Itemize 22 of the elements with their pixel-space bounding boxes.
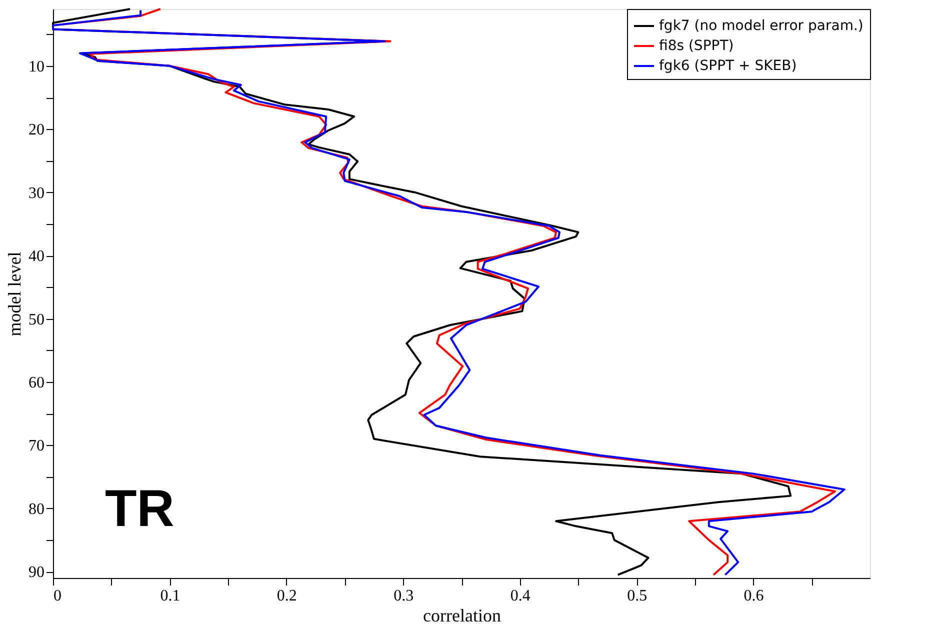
y-tick-label: 10 bbox=[28, 58, 44, 76]
x-tick-label: 0.3 bbox=[394, 588, 414, 604]
x-tick-label: 0.1 bbox=[160, 588, 180, 604]
x-tick-label: 0.4 bbox=[510, 588, 530, 604]
x-axis-title: correlation bbox=[423, 606, 501, 626]
legend-label: fi8s (SPPT) bbox=[659, 38, 734, 54]
y-tick-label: 50 bbox=[28, 311, 44, 328]
legend-label: fgk7 (no model error param.) bbox=[659, 18, 864, 34]
y-tick-label: 90 bbox=[28, 564, 44, 582]
x-tick-label: 0.5 bbox=[627, 588, 648, 604]
y-tick-label: 70 bbox=[28, 438, 44, 455]
y-tick-label: 60 bbox=[28, 374, 44, 392]
y-tick-label: 20 bbox=[28, 122, 44, 139]
y-axis-title: model level bbox=[4, 252, 24, 336]
y-tick-label: 30 bbox=[28, 184, 44, 202]
y-tick-label: 40 bbox=[28, 248, 44, 266]
legend-label: fgk6 (SPPT + SKEB) bbox=[659, 58, 797, 74]
x-tick-label: 0.6 bbox=[744, 588, 764, 604]
x-tick-label: 0 bbox=[54, 588, 62, 604]
annotation: TR bbox=[105, 480, 174, 538]
y-tick-label: 80 bbox=[28, 500, 44, 518]
x-tick-label: 0.2 bbox=[276, 588, 297, 604]
